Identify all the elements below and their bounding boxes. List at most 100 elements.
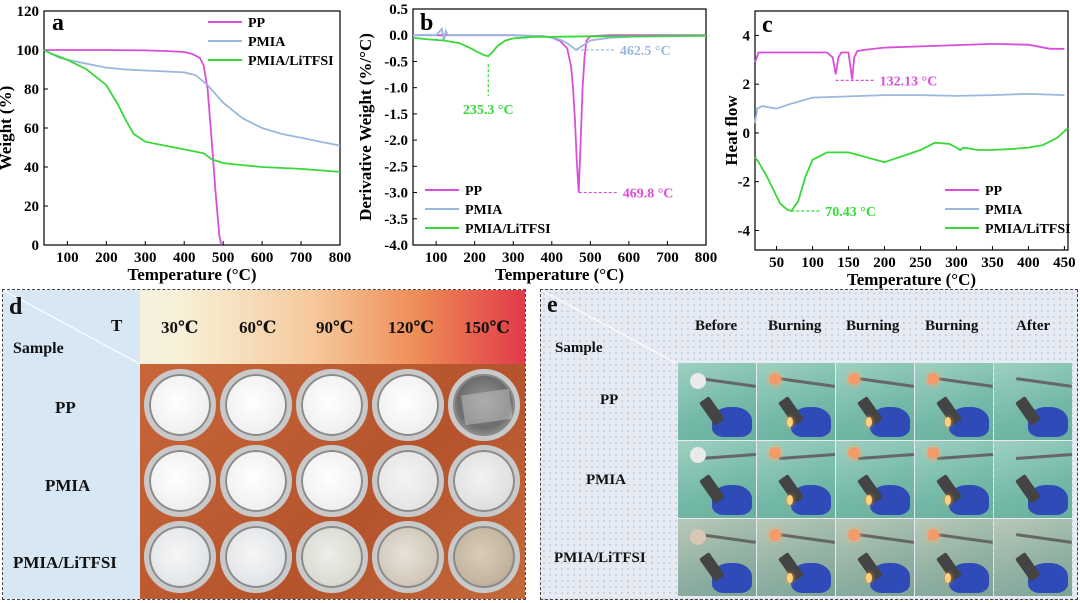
x-axis-label: Temperature (°C): [495, 265, 624, 284]
x-tick-label: 400: [1017, 255, 1040, 271]
legend-label: PP: [248, 16, 266, 31]
y-axis-label: Weight (%): [0, 86, 15, 171]
series-line-pmia-litfsi: [754, 127, 1069, 213]
y-tick-label: 100: [17, 43, 40, 59]
burning-photo-r3-c4: [915, 519, 993, 596]
burning-photo-r2-c2: [757, 441, 835, 518]
y-tick-label: -4.0: [384, 238, 408, 254]
y-tick-label: 120: [17, 4, 40, 20]
dish-pp-150: [448, 369, 520, 441]
plot-frame: [754, 10, 1069, 251]
dish-litfsi-120: [372, 521, 444, 593]
x-tick-label: 250: [909, 255, 932, 271]
x-tick-label: 200: [873, 255, 896, 271]
burning-photo-r1-c2: [757, 363, 835, 440]
x-tick-label: 500: [579, 250, 602, 266]
x-tick-label: 700: [656, 250, 679, 266]
col-header-1: 30℃: [161, 318, 199, 337]
series-line-pmia-litfsi: [412, 34, 707, 58]
corner-label-sample-e: Sample: [555, 340, 603, 356]
corner-diagonal: [3, 290, 140, 364]
y-tick-label: -0.5: [384, 54, 408, 70]
y-tick-label: 0: [743, 126, 751, 142]
x-axis-label: Temperature (°C): [847, 270, 976, 289]
y-tick-label: 2: [743, 77, 751, 93]
x-axis-label: Temperature (°C): [127, 265, 256, 284]
annotation-label: 70.43 °C: [825, 205, 876, 220]
dish-pmia-120: [372, 445, 444, 517]
corner-label-t: T: [111, 316, 123, 335]
burning-photo-r1-c1: [678, 363, 756, 440]
y-tick-label: 4: [743, 28, 751, 44]
sample-column-bg: [3, 290, 140, 599]
x-tick-label: 450: [1053, 255, 1076, 271]
row-label-pmia-litfsi-e: PMIA/LiTFSI: [554, 550, 646, 566]
series-line-pmia: [754, 92, 1065, 124]
y-tick-label: -2.0: [384, 133, 408, 149]
x-tick-label: 800: [329, 250, 352, 266]
x-tick-label: 600: [251, 250, 274, 266]
y-tick-label: 60: [24, 121, 39, 137]
series-line-pp: [44, 49, 223, 246]
series-line-pmia: [413, 26, 707, 51]
tga-chart: 100 200 300 400 500 600 700 800 0 20 40 60 80 100 120 T…: [0, 4, 351, 284]
panel-label-e: e: [547, 292, 558, 318]
burning-photo-r1-c4: [915, 363, 993, 440]
dish-litfsi-60: [220, 521, 292, 593]
x-tick-label: 100: [425, 250, 448, 266]
y-tick-label: -1.5: [384, 107, 408, 123]
y-axis-label: Derivative Weight (%/°C): [356, 33, 375, 221]
panel-label: c: [762, 12, 773, 38]
y-tick-label: 0.5: [389, 2, 408, 18]
x-tick-label: 100: [56, 250, 79, 266]
x-tick-label: 350: [981, 255, 1004, 271]
col-header-burning-2: Burning: [846, 318, 900, 334]
dish-pp-30: [144, 369, 216, 441]
burning-photo-r2-c3: [836, 441, 914, 518]
dish-pmia-90: [296, 445, 368, 517]
row-label-pmia-litfsi: PMIA/LiTFSI: [13, 553, 117, 572]
legend-label: PP: [465, 184, 483, 199]
annotation-label: 469.8 °C: [623, 187, 674, 202]
burning-photo-r1-c5: [994, 363, 1072, 440]
burning-photo-r2-c4: [915, 441, 993, 518]
x-tick-label: 400: [541, 250, 564, 266]
col-header-after: After: [1016, 318, 1051, 334]
row-label-pp-e: PP: [600, 392, 619, 408]
burning-photo-r2-c1: [678, 441, 756, 518]
dish-pmia-60: [220, 445, 292, 517]
col-header-5: 150℃: [464, 318, 510, 337]
corner-diagonal-e: [541, 290, 676, 363]
x-tick-label: 300: [502, 250, 525, 266]
burning-photo-r3-c5: [994, 519, 1072, 596]
dish-litfsi-30: [144, 521, 216, 593]
x-tick-label: 100: [801, 255, 824, 271]
dish-pp-120: [372, 369, 444, 441]
dsc-chart: 50 100 150 200 250 300 350 400 450 -4 -2 0 2 4 Tempera…: [722, 10, 1076, 289]
annotation-label: 462.5 °C: [620, 44, 671, 59]
burning-photo-r1-c3: [836, 363, 914, 440]
y-tick-label: 80: [24, 82, 39, 98]
col-header-burning-1: Burning: [768, 318, 822, 334]
col-header-3: 90℃: [316, 318, 354, 337]
dish-pp-90: [296, 369, 368, 441]
y-tick-label: 40: [24, 160, 39, 176]
x-tick-label: 300: [945, 255, 968, 271]
y-tick-label: -1.0: [384, 81, 408, 97]
y-tick-label: 20: [24, 199, 39, 215]
annotation-label: 235.3 °C: [463, 103, 514, 118]
legend-label: PMIA/LiTFSI: [248, 54, 334, 69]
legend-label: PMIA/LiTFSI: [985, 222, 1071, 237]
burning-photo-r3-c1: [678, 519, 756, 596]
col-header-2: 60℃: [239, 318, 277, 337]
series-line-pp: [754, 42, 1065, 80]
col-header-burning-3: Burning: [925, 318, 979, 334]
dish-pp-60: [220, 369, 292, 441]
y-tick-label: -3.5: [384, 212, 408, 228]
legend-label: PMIA: [248, 35, 286, 50]
dish-litfsi-90: [296, 521, 368, 593]
row-label-pmia: PMIA: [45, 476, 91, 495]
burning-photo-r3-c2: [757, 519, 835, 596]
panel-label-d: d: [9, 294, 23, 320]
annotation-label: 132.13 °C: [880, 74, 938, 89]
